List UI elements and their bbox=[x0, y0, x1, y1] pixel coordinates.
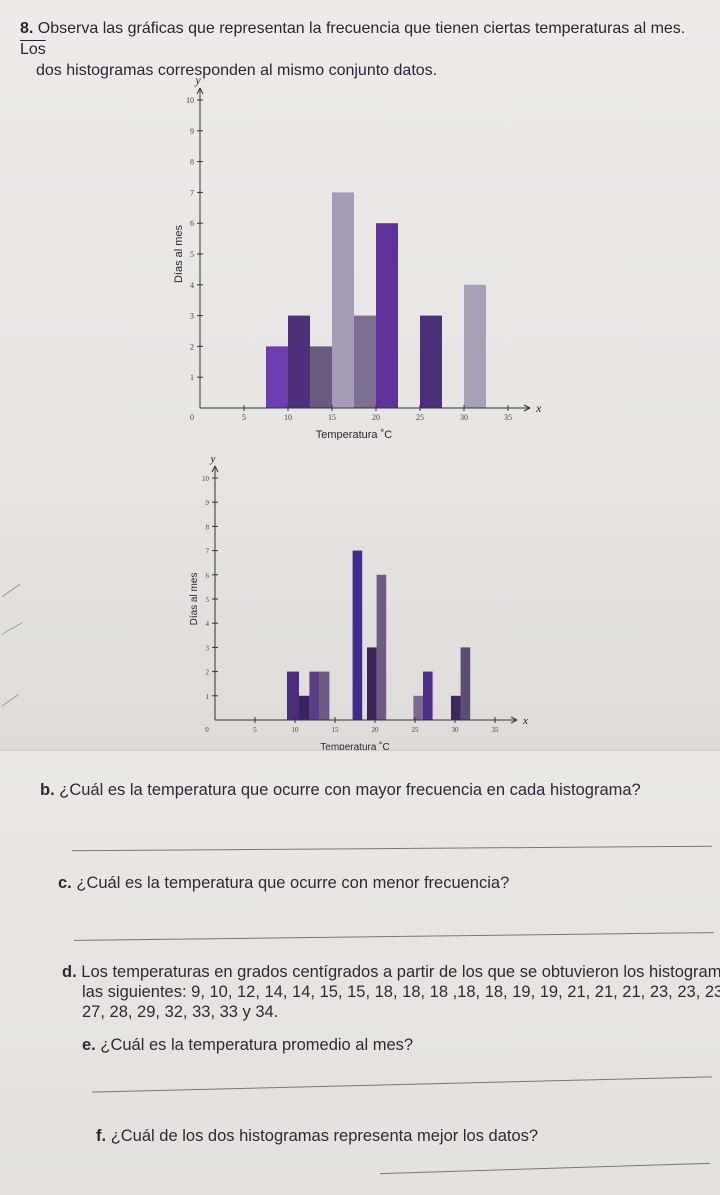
x-axis-label: Temperatura ˚C bbox=[316, 429, 392, 440]
histogram-bar bbox=[310, 346, 332, 408]
question-text-line1-tail: Los bbox=[20, 41, 46, 58]
x-tick-label: 10 bbox=[284, 413, 292, 422]
x-axis-letter: x bbox=[535, 401, 542, 415]
y-tick-label: 7 bbox=[190, 188, 194, 197]
y-tick-label: 2 bbox=[190, 342, 194, 351]
y-tick-label: 3 bbox=[190, 312, 194, 321]
question-number: 8. bbox=[20, 20, 34, 37]
histogram-bar bbox=[319, 671, 330, 720]
histogram-bar bbox=[420, 315, 442, 408]
y-tick-label: 4 bbox=[190, 281, 194, 290]
x-tick-label: 30 bbox=[452, 726, 460, 734]
histogram-bar bbox=[354, 315, 376, 408]
histogram-bar bbox=[376, 574, 387, 720]
histogram-bar bbox=[288, 315, 310, 408]
x-axis-arrow-icon bbox=[510, 716, 518, 724]
question-e: e. ¿Cuál es la temperatura promedio al m… bbox=[82, 1035, 413, 1055]
y-axis-letter: y bbox=[194, 73, 201, 87]
y-axis-arrow-icon bbox=[211, 465, 219, 473]
x-axis-label: Temperatura ˚C bbox=[320, 741, 389, 750]
y-tick-label: 8 bbox=[206, 523, 210, 531]
question-e-text: ¿Cuál es la temperatura promedio al mes? bbox=[100, 1036, 414, 1054]
x-tick-label: 5 bbox=[242, 413, 246, 422]
y-tick-label: 9 bbox=[190, 127, 194, 136]
y-tick-label: 6 bbox=[206, 572, 210, 580]
histogram-1: 1 2 3 4 5 6 7 8 9 10 0 5 10 15 20 25 30 35 y x Temperatura ˚… bbox=[173, 73, 542, 440]
histogram-bar bbox=[464, 284, 486, 408]
question-text-line1: Observa las gráficas que representan la … bbox=[37, 20, 686, 37]
question-c: c. ¿Cuál es la temperatura que ocurre co… bbox=[58, 873, 509, 893]
histogram-bar bbox=[413, 695, 423, 720]
question-f-text: ¿Cuál de los dos histogramas representa … bbox=[110, 1127, 539, 1145]
y-axis-label: Días al mes bbox=[173, 224, 185, 283]
histogram-bar bbox=[451, 695, 461, 720]
y-axis-letter: y bbox=[210, 453, 216, 465]
question-text-line2: dos histogramas corresponden al mismo co… bbox=[36, 62, 438, 79]
question-d-line2: las siguientes: 9, 10, 12, 14, 14, 15, 1… bbox=[82, 983, 720, 1001]
histogram-bar bbox=[309, 671, 319, 720]
x-axis-letter: x bbox=[522, 715, 528, 727]
y-tick-label: 4 bbox=[206, 620, 210, 628]
y-tick-label: 3 bbox=[206, 644, 210, 652]
x-tick-label: 5 bbox=[253, 726, 257, 734]
question-8-heading: 8. Observa las gráficas que representan … bbox=[20, 18, 690, 81]
question-d-letter: d. bbox=[62, 963, 77, 981]
x-tick-label: 25 bbox=[412, 726, 420, 734]
histogram-2: 1 2 3 4 5 6 7 8 9 10 0 5 10 15 20 25 30 35 y x Temperatura ˚… bbox=[189, 453, 528, 750]
question-c-letter: c. bbox=[58, 874, 72, 892]
question-d-line1: Los temperaturas en grados centígrados a… bbox=[81, 963, 720, 981]
y-tick-label: 5 bbox=[206, 596, 210, 604]
x-axis-arrow-icon bbox=[523, 404, 531, 412]
question-d-line3: 27, 28, 29, 32, 33, 33 y 34. bbox=[82, 1003, 279, 1021]
x-tick-label: 35 bbox=[504, 413, 512, 422]
x-tick-label: 30 bbox=[460, 413, 468, 422]
y-tick-label: 10 bbox=[202, 475, 210, 483]
y-tick-label: 10 bbox=[186, 96, 194, 105]
y-tick-label: 1 bbox=[190, 373, 194, 382]
question-f: f. ¿Cuál de los dos histogramas represen… bbox=[96, 1126, 538, 1146]
histogram-bar bbox=[352, 550, 363, 720]
question-b: b. ¿Cuál es la temperatura que ocurre co… bbox=[40, 780, 641, 800]
y-tick-label: 1 bbox=[206, 693, 210, 701]
x-tick-label: 10 bbox=[292, 726, 300, 734]
question-b-letter: b. bbox=[40, 781, 55, 799]
y-tick-label: 8 bbox=[190, 158, 194, 167]
x-tick-label: 20 bbox=[372, 726, 380, 734]
histogram-bar bbox=[332, 192, 354, 408]
y-tick-label: 7 bbox=[206, 548, 210, 556]
question-c-text: ¿Cuál es la temperatura que ocurre con m… bbox=[76, 874, 510, 892]
x-tick-label: 25 bbox=[416, 413, 424, 422]
y-tick-label: 2 bbox=[206, 669, 210, 677]
histogram-bar bbox=[460, 647, 471, 720]
y-axis-label: Días al mes bbox=[189, 573, 200, 626]
x-tick-label: 0 bbox=[190, 413, 194, 422]
question-f-letter: f. bbox=[96, 1127, 107, 1145]
y-axis-arrow-icon bbox=[196, 87, 204, 95]
histogram-bar bbox=[287, 671, 299, 720]
histogram-bar bbox=[367, 647, 377, 720]
question-e-letter: e. bbox=[82, 1036, 96, 1054]
histogram-bar bbox=[299, 695, 310, 720]
worksheet-bottom bbox=[0, 750, 720, 1195]
histogram-bar bbox=[423, 671, 433, 720]
question-d: d. Los temperaturas en grados centígrado… bbox=[62, 962, 720, 1022]
x-tick-label: 0 bbox=[205, 726, 209, 734]
y-tick-label: 9 bbox=[206, 499, 210, 507]
x-tick-label: 15 bbox=[332, 726, 340, 734]
y-tick-label: 5 bbox=[190, 250, 194, 259]
y-tick-label: 6 bbox=[190, 219, 194, 228]
histogram-bar bbox=[266, 346, 288, 408]
x-tick-label: 35 bbox=[492, 726, 500, 734]
histogram-bar bbox=[376, 223, 398, 408]
question-b-text: ¿Cuál es la temperatura que ocurre con m… bbox=[59, 781, 641, 799]
x-tick-label: 15 bbox=[328, 413, 336, 422]
x-tick-label: 20 bbox=[372, 413, 380, 422]
